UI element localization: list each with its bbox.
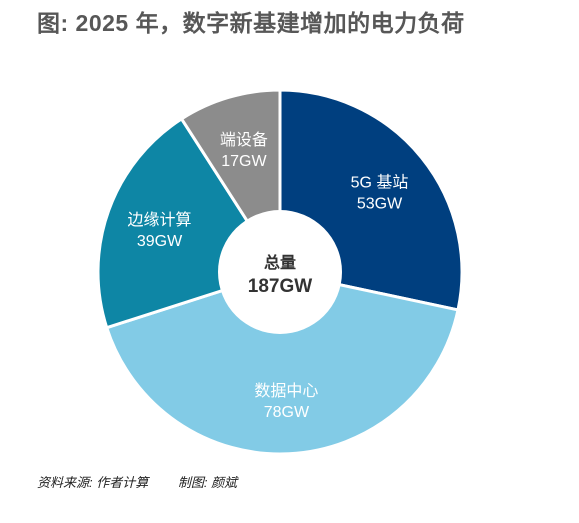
slice-label-3: 端设备 bbox=[220, 131, 268, 149]
center-label: 总量 bbox=[264, 253, 296, 272]
slice-label-1: 数据中心 bbox=[254, 382, 318, 400]
slice-1 bbox=[105, 270, 460, 456]
slice-value-2: 39GW bbox=[137, 233, 183, 250]
donut-hole bbox=[218, 210, 342, 334]
chart-title: 图: 2025 年，数字新基建增加的电力负荷 bbox=[37, 10, 465, 36]
maker-text: 制图: 颜斌 bbox=[177, 475, 238, 490]
slice-label-0: 5G 基站 bbox=[351, 174, 409, 192]
slice-label-2: 边缘计算 bbox=[127, 210, 191, 229]
slice-value-3: 17GW bbox=[221, 153, 267, 170]
center-value: 187GW bbox=[248, 276, 312, 297]
labels-group: 5G 基站 53GW 数据中心 78GW 边缘计算 39GW 端设备 17GW bbox=[127, 131, 408, 421]
slice-value-0: 53GW bbox=[357, 196, 403, 213]
source-note: 资料来源: 作者计算 制图: 颜斌 bbox=[37, 472, 237, 491]
slices-group bbox=[96, 88, 464, 456]
source-text: 资料来源: 作者计算 bbox=[37, 475, 149, 490]
slice-value-1: 78GW bbox=[264, 404, 310, 421]
